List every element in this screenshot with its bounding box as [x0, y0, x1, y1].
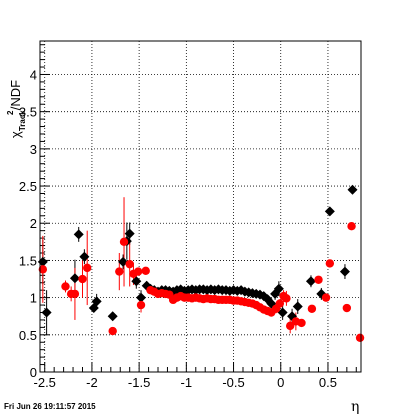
y-axis-superscript: 2: [6, 110, 15, 115]
black-diamond-point: [79, 251, 90, 262]
plot-frame: [39, 40, 362, 373]
y-tick-label: 3: [30, 142, 37, 157]
y-axis-suffix: /NDF: [8, 80, 23, 110]
error-bars: [42, 186, 361, 342]
red-circle-point: [38, 265, 48, 274]
x-tick-label: -0.5: [222, 375, 244, 390]
red-circle-point: [133, 267, 143, 276]
y-tick-label: 1.5: [19, 253, 37, 268]
y-tick-label: 2: [30, 216, 37, 231]
black-diamond-point: [131, 276, 142, 287]
y-tick-label: 1: [30, 291, 37, 306]
red-circle-point: [314, 275, 323, 284]
black-diamond-point: [136, 292, 147, 303]
x-tick-label: -2.5: [34, 375, 56, 390]
black-diamond-point: [41, 307, 52, 318]
black-diamond-point: [69, 273, 80, 284]
grid-lines: [40, 41, 361, 372]
y-axis-chi: χ: [8, 131, 23, 138]
data-points: [37, 184, 365, 342]
red-circle-point: [355, 333, 365, 342]
black-diamond-point: [107, 311, 118, 322]
black-diamond-point: [305, 276, 316, 287]
red-circle-point: [61, 282, 70, 291]
y-tick-label: 3.5: [19, 105, 37, 120]
red-circle-point: [297, 318, 306, 328]
black-diamond-point: [273, 283, 284, 294]
y-axis-subscript: Track: [18, 110, 27, 131]
red-circle-point: [141, 266, 150, 276]
red-circle-point: [125, 259, 134, 269]
red-circle-point: [70, 289, 80, 299]
x-tick-label: -2: [86, 375, 98, 390]
red-circle-point: [83, 263, 92, 273]
red-circle-point: [275, 299, 285, 308]
x-tick-label: -1: [181, 375, 193, 390]
timestamp: Fri Jun 26 19:11:57 2015: [4, 402, 96, 411]
x-tick-label: 0: [277, 375, 284, 390]
black-diamond-point: [91, 296, 102, 307]
y-tick-label: 0: [30, 365, 37, 380]
tick-labels: -2.5 -2 -1.5 -1 -0.5 0 0.5 0 0.5 1 1.5 2 2.5 3 3.5 4: [19, 67, 337, 390]
red-circle-point: [136, 300, 146, 310]
black-diamond-point: [324, 206, 335, 217]
red-circle-point: [342, 303, 352, 313]
red-circle-point: [285, 321, 295, 331]
y-tick-label: 4: [30, 67, 37, 82]
black-diamond-point: [347, 184, 358, 195]
red-circle-point: [115, 267, 124, 276]
y-axis-title: χTrack/NDF: [8, 80, 27, 138]
black-diamond-point: [124, 228, 135, 239]
x-tick-label: 0.5: [319, 375, 337, 390]
red-circle-point: [347, 222, 356, 231]
x-tick-label: -1.5: [128, 375, 150, 390]
red-circle-point: [108, 326, 117, 336]
axis-ticks: [40, 44, 357, 373]
red-circle-point: [282, 294, 291, 303]
black-diamond-point: [292, 301, 303, 312]
y-tick-label: 0.5: [19, 328, 37, 343]
red-circle-point: [307, 304, 317, 313]
x-axis-title: η: [351, 399, 359, 414]
red-circle-point: [78, 274, 87, 284]
red-circle-point: [325, 259, 335, 268]
black-diamond-point: [339, 266, 350, 277]
red-circle-point: [119, 237, 129, 247]
red-circle-point: [321, 293, 331, 302]
y-tick-label: 2.5: [19, 179, 37, 194]
black-diamond-point: [73, 229, 84, 240]
black-diamond-point: [277, 307, 288, 318]
